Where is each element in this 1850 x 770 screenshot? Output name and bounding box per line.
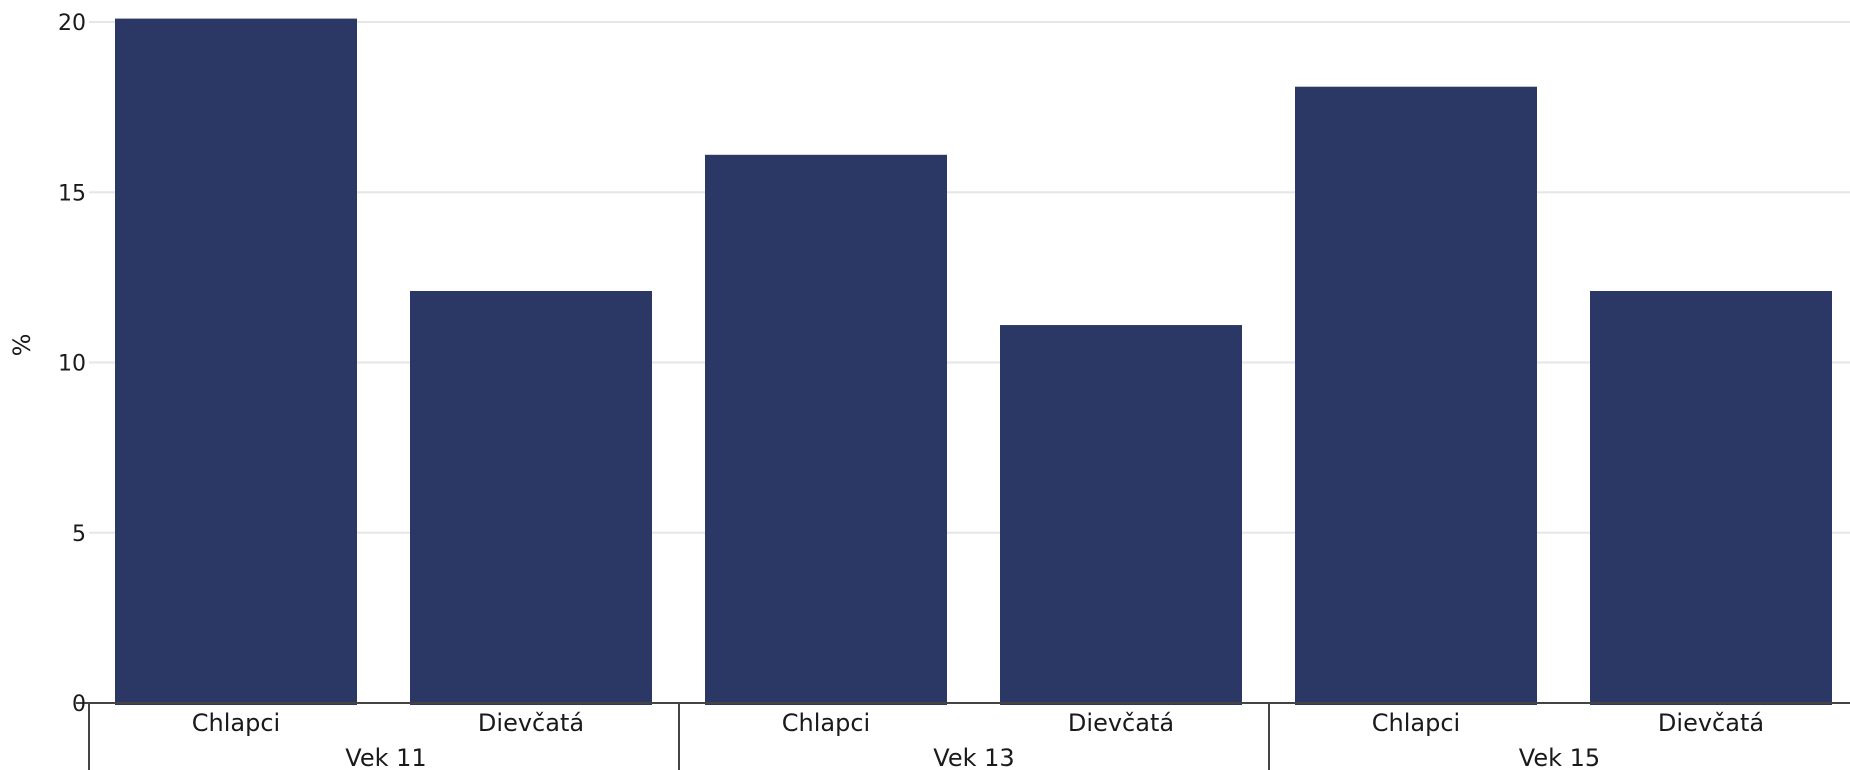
y-tick-label: 15 [58, 181, 86, 206]
bar [1590, 290, 1832, 705]
x-group-label: Vek 11 [345, 744, 426, 770]
gridlines [89, 21, 1850, 534]
bar [1000, 325, 1242, 705]
x-group-label: Vek 13 [933, 744, 1014, 770]
x-group-label: Vek 15 [1519, 744, 1600, 770]
bar [1295, 86, 1537, 705]
axes [76, 702, 1850, 770]
x-category-label: Dievčatá [478, 709, 584, 737]
y-tick-label: 5 [72, 522, 86, 547]
x-category-label: Dievčatá [1068, 709, 1174, 737]
y-tick-label: 10 [58, 352, 86, 377]
bar [115, 18, 357, 706]
bars [115, 18, 1832, 706]
bar [410, 290, 652, 705]
y-tick-label: 0 [72, 692, 86, 717]
y-tick-label: 20 [58, 11, 86, 36]
x-category-label: Chlapci [782, 709, 870, 737]
y-axis-title: % [8, 334, 36, 357]
x-category-label: Dievčatá [1658, 709, 1764, 737]
x-group-labels: Vek 11 Vek 13 Vek 15 [345, 744, 1600, 770]
x-category-label: Chlapci [192, 709, 280, 737]
bar [705, 154, 947, 706]
x-category-labels: Chlapci Dievčatá Chlapci Dievčatá Chlapci Die… [192, 709, 1764, 737]
x-category-label: Chlapci [1372, 709, 1460, 737]
y-tick-labels: 0 5 10 15 20 [58, 11, 86, 717]
